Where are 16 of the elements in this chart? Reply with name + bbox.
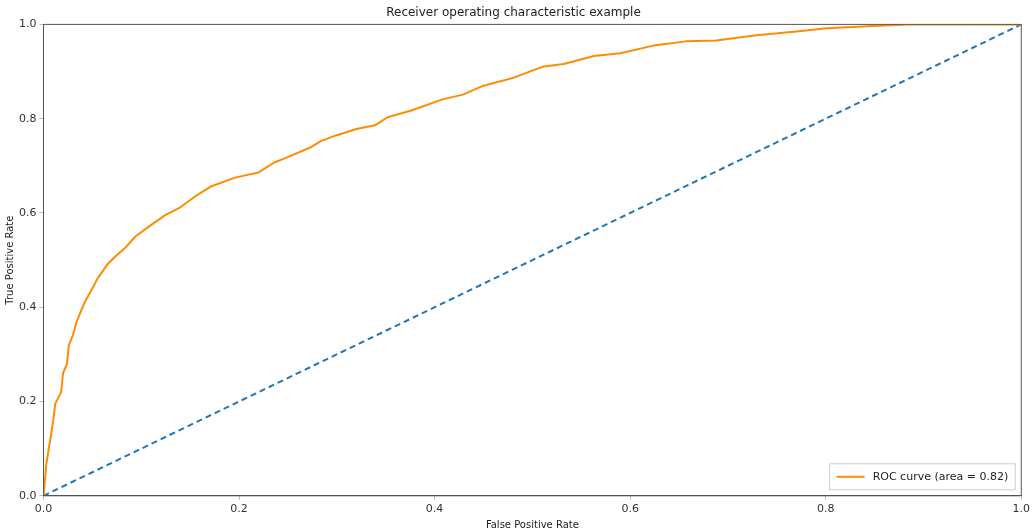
chart-title: Receiver operating characteristic example xyxy=(386,5,641,20)
x-axis-title: False Positive Rate xyxy=(485,518,579,530)
legend-label: ROC curve (area = 0.82) xyxy=(872,469,1009,483)
x-tick-label: 1.0 xyxy=(1012,502,1030,516)
x-tick-label: 0.8 xyxy=(816,502,835,516)
x-tick-label: 0.0 xyxy=(34,502,53,516)
y-tick-label: 0.6 xyxy=(18,205,37,219)
x-tick-label: 0.2 xyxy=(230,502,248,516)
y-tick-label: 0.0 xyxy=(18,488,37,502)
y-tick-label: 0.4 xyxy=(18,300,37,314)
x-tick-label: 0.4 xyxy=(425,502,444,516)
y-tick-label: 0.2 xyxy=(18,394,37,408)
y-axis-title: True Positive Rate xyxy=(3,215,15,306)
x-tick-label: 0.6 xyxy=(621,502,639,516)
y-tick-label: 0.8 xyxy=(18,111,37,125)
y-tick-label: 1.0 xyxy=(18,17,37,31)
